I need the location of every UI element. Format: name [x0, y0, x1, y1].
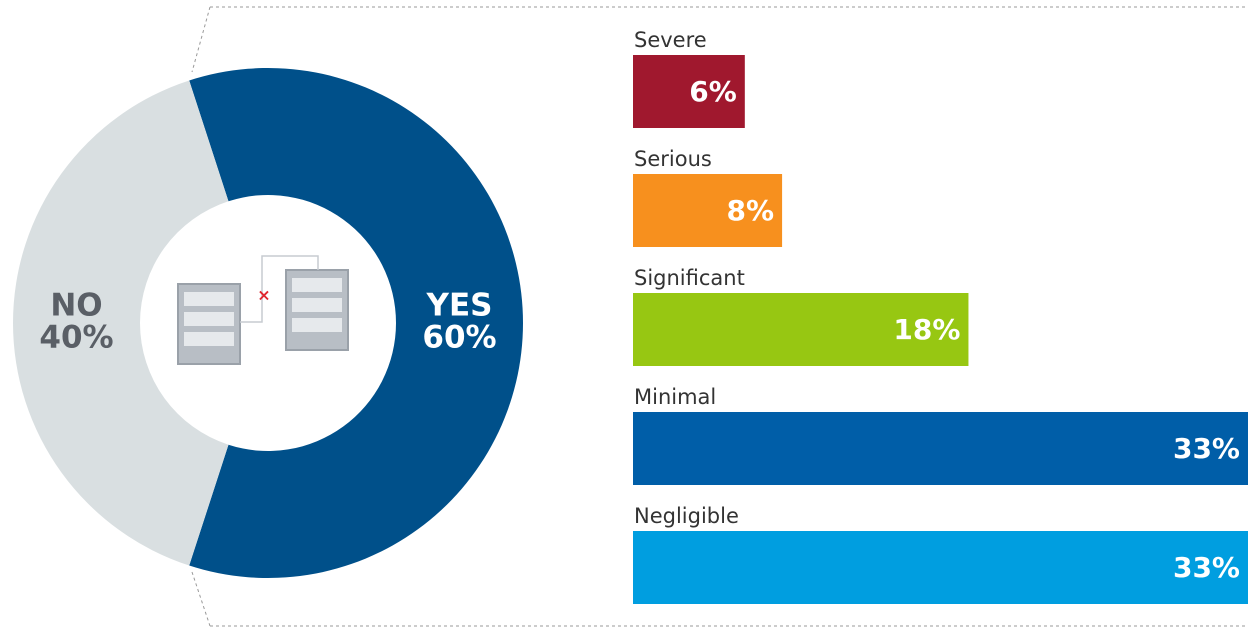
- bar-category-label: Significant: [634, 266, 745, 290]
- disconnect-mark: ×: [257, 286, 270, 305]
- bar-value-label: 18%: [893, 313, 960, 346]
- bar-category-label: Negligible: [634, 504, 739, 528]
- server-icon: [177, 255, 349, 365]
- bar-value-label: 6%: [689, 75, 737, 108]
- bar: [633, 293, 969, 366]
- slice-label: NO: [50, 288, 102, 324]
- slice-value-label: 40%: [39, 320, 113, 356]
- bar-value-label: 8%: [727, 194, 775, 227]
- bar-value-label: 33%: [1173, 432, 1240, 465]
- bar: [633, 531, 1248, 604]
- dashed-frame: [191, 6, 1248, 627]
- bar-category-label: Minimal: [634, 385, 716, 409]
- donut-slice: [189, 68, 523, 578]
- bar-value-label: 33%: [1173, 551, 1240, 584]
- bar: [633, 55, 745, 128]
- bar: [633, 174, 783, 247]
- bar-chart: Severe 6% Serious 8% Significant 18% Minimal 33…: [633, 28, 1248, 604]
- donut-slice: [12, 80, 229, 566]
- bar-category-label: Serious: [634, 147, 712, 171]
- slice-value-label: 60%: [422, 320, 496, 356]
- bar-category-label: Severe: [634, 28, 707, 52]
- slice-label: YES: [426, 288, 493, 324]
- bar: [633, 412, 1248, 485]
